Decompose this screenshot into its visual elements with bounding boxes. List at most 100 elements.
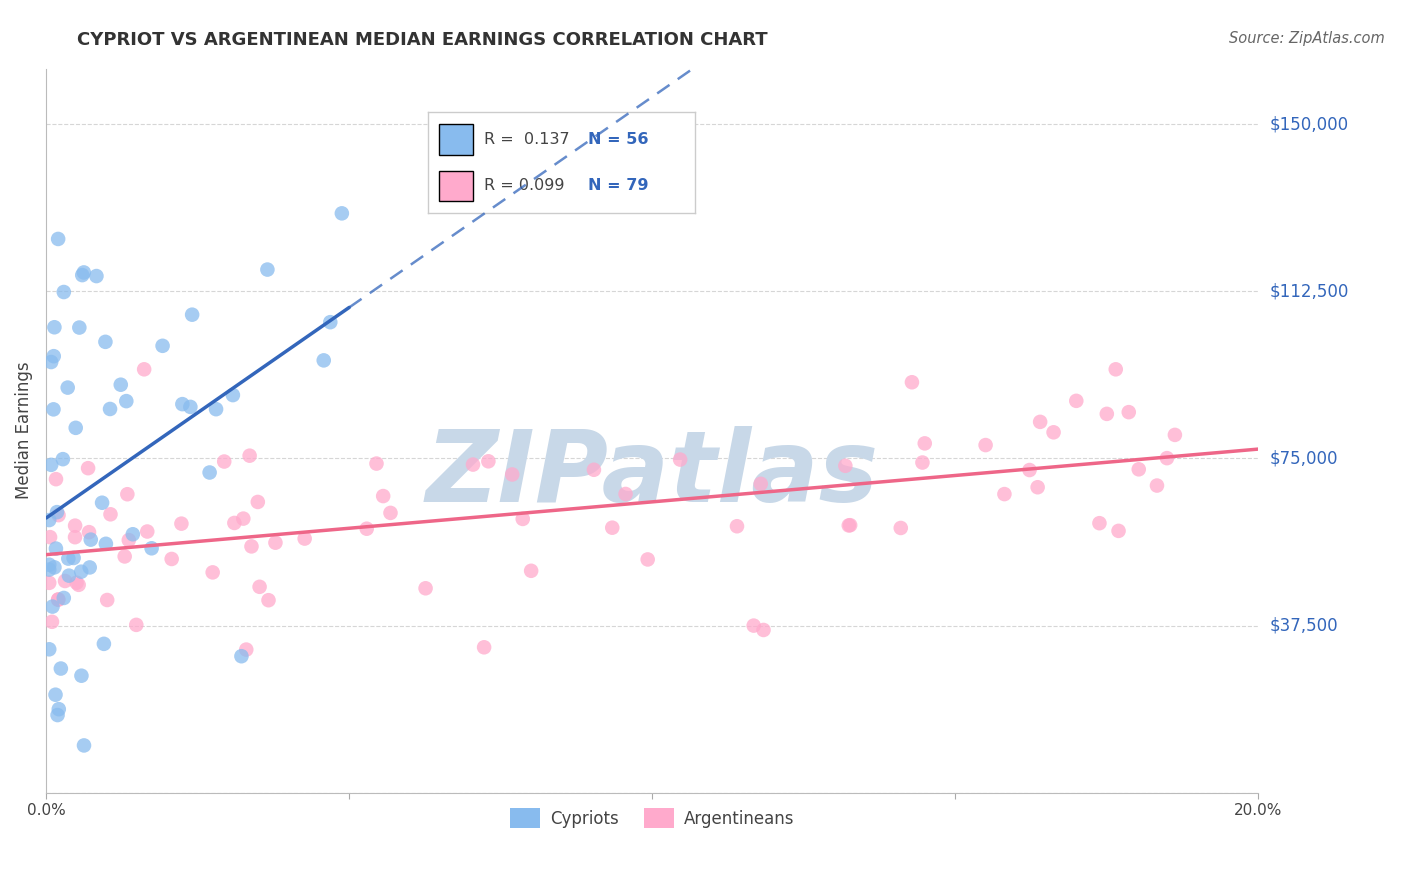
Text: CYPRIOT VS ARGENTINEAN MEDIAN EARNINGS CORRELATION CHART: CYPRIOT VS ARGENTINEAN MEDIAN EARNINGS C…: [77, 31, 768, 49]
Point: [1105, 362, 1128, 376]
Point: [1029, 415, 1052, 429]
Point: [461, 458, 484, 472]
Point: [42, 349, 65, 363]
Point: [749, 476, 772, 491]
Point: [1146, 478, 1168, 492]
Point: [637, 552, 659, 566]
Point: [115, 394, 138, 409]
Point: [838, 518, 860, 533]
Point: [58, 551, 80, 566]
Point: [52, 591, 75, 605]
Point: [839, 518, 862, 533]
Point: [73, 739, 96, 753]
Point: [46, 232, 69, 246]
Point: [415, 582, 437, 596]
Point: [52, 452, 75, 467]
Point: [42, 402, 65, 417]
Point: [46, 592, 69, 607]
Point: [1026, 480, 1049, 494]
Point: [240, 540, 263, 554]
Point: [172, 397, 194, 411]
Point: [91, 496, 114, 510]
Point: [46, 592, 69, 607]
Point: [669, 452, 692, 467]
Text: $37,500: $37,500: [1270, 616, 1339, 634]
Point: [39, 355, 62, 369]
Point: [114, 549, 136, 564]
Point: [239, 449, 262, 463]
Point: [319, 315, 342, 329]
Point: [249, 580, 271, 594]
Point: [1128, 462, 1150, 476]
Point: [48, 702, 70, 716]
Point: [1018, 463, 1040, 477]
Point: [1088, 516, 1111, 531]
Point: [38, 642, 60, 657]
Point: [44, 688, 66, 702]
Point: [134, 362, 156, 376]
Point: [330, 206, 353, 220]
Point: [1064, 393, 1087, 408]
Point: [41, 599, 63, 614]
Point: [264, 535, 287, 549]
Point: [80, 533, 103, 547]
Point: [38, 513, 60, 527]
Point: [246, 495, 269, 509]
Point: [1095, 407, 1118, 421]
Point: [44, 320, 66, 334]
Point: [160, 552, 183, 566]
Point: [501, 467, 523, 482]
Point: [93, 637, 115, 651]
Point: [911, 456, 934, 470]
Point: [725, 519, 748, 533]
Point: [993, 487, 1015, 501]
Point: [46, 708, 69, 723]
Point: [222, 388, 245, 402]
Point: [48, 508, 70, 523]
Point: [380, 506, 402, 520]
Point: [72, 268, 94, 282]
Point: [890, 521, 912, 535]
Text: $75,000: $75,000: [1270, 450, 1339, 467]
Point: [67, 320, 90, 334]
Point: [52, 285, 75, 299]
Point: [86, 268, 108, 283]
Point: [62, 551, 84, 566]
Point: [373, 489, 395, 503]
Point: [152, 339, 174, 353]
Text: ZIPatlas: ZIPatlas: [426, 425, 879, 523]
Point: [117, 487, 139, 501]
Point: [53, 574, 76, 588]
Point: [77, 525, 100, 540]
Point: [56, 381, 79, 395]
Point: [224, 516, 246, 530]
Point: [67, 578, 90, 592]
Point: [136, 524, 159, 539]
Point: [974, 438, 997, 452]
Point: [70, 565, 93, 579]
Point: [63, 518, 86, 533]
Point: [41, 615, 63, 629]
Point: [45, 472, 67, 486]
Point: [1108, 524, 1130, 538]
Point: [65, 421, 87, 435]
Point: [39, 530, 62, 544]
Point: [1042, 425, 1064, 440]
Point: [198, 466, 221, 480]
Point: [1156, 451, 1178, 466]
Point: [94, 334, 117, 349]
Point: [49, 661, 72, 675]
Point: [366, 457, 388, 471]
Point: [73, 265, 96, 279]
Point: [257, 593, 280, 607]
Point: [141, 541, 163, 556]
Point: [65, 575, 87, 590]
Point: [98, 401, 121, 416]
Text: $112,500: $112,500: [1270, 283, 1348, 301]
Point: [125, 618, 148, 632]
Point: [39, 458, 62, 472]
Point: [582, 463, 605, 477]
Point: [70, 669, 93, 683]
Point: [79, 560, 101, 574]
Point: [179, 400, 201, 414]
